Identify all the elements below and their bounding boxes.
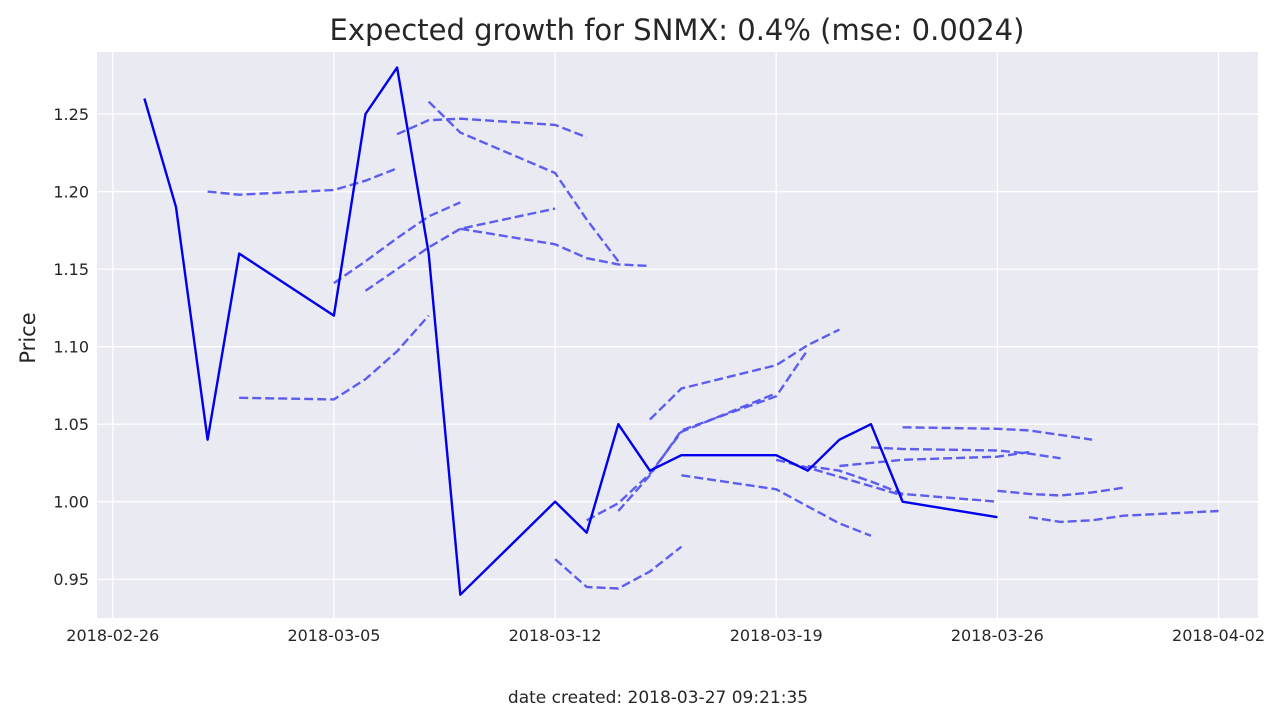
forecast-line-19: [1028, 509, 1219, 524]
forecast-line-9: [586, 392, 777, 522]
forecast-line-7: [460, 227, 650, 268]
forecast-line-11: [649, 328, 840, 421]
x-tick-label: 2018-03-26: [951, 626, 1044, 645]
forecast-line-1: [207, 167, 398, 196]
forecast-line-17: [902, 426, 1093, 441]
x-tick-label: 2018-03-05: [287, 626, 380, 645]
forecast-line-8: [554, 545, 683, 590]
actual-line-group: [143, 66, 998, 596]
y-tick-label: 1.10: [53, 338, 89, 357]
forecast-line-12: [681, 474, 872, 537]
y-tick-label: 1.20: [53, 183, 89, 202]
forecast-line-5: [396, 117, 588, 139]
y-tick-label: 1.15: [53, 260, 89, 279]
forecast-line-6: [427, 100, 620, 263]
x-tick-label: 2018-03-12: [509, 626, 602, 645]
x-tick-label: 2018-04-02: [1172, 626, 1265, 645]
forecast-line-2: [239, 314, 430, 401]
forecast-line-10: [617, 349, 809, 512]
x-tick-labels: 2018-02-26 2018-03-05 2018-03-12 2018-03-19…: [66, 626, 1265, 645]
forecast-line-15: [839, 450, 1030, 468]
chart-title: Expected growth for SNMX: 0.4% (mse: 0.0…: [330, 13, 1025, 47]
x-tick-label: 2018-03-19: [730, 626, 823, 645]
forecast-lines: [207, 100, 1219, 590]
y-tick-label: 1.00: [53, 493, 89, 512]
forecast-line-14: [807, 464, 998, 503]
y-tick-label: 1.25: [53, 105, 89, 124]
y-axis-label: Price: [16, 312, 40, 363]
x-tick-label: 2018-02-26: [66, 626, 159, 645]
plot-area: [97, 52, 1258, 618]
actual-price-line: [143, 66, 998, 596]
forecast-line-16: [870, 446, 1061, 460]
forecast-line-18: [997, 486, 1124, 497]
forecast-line-4: [364, 207, 556, 292]
y-tick-label: 1.05: [53, 415, 89, 434]
date-created-footer: date created: 2018-03-27 09:21:35: [508, 688, 808, 708]
y-tick-labels: 0.95 1.00 1.05 1.10 1.15 1.20 1.25: [53, 105, 89, 589]
y-tick-label: 0.95: [53, 570, 89, 589]
